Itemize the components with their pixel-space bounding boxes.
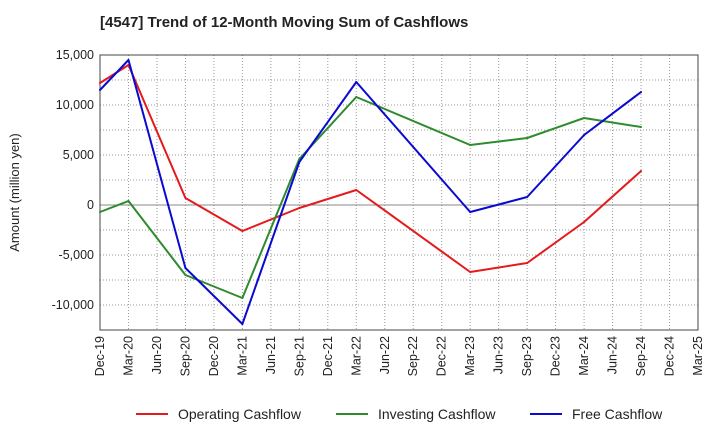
legend-label: Operating Cashflow — [178, 406, 302, 422]
y-axis-title: Amount (million yen) — [7, 133, 22, 252]
x-tick-label: Dec-22 — [435, 336, 449, 376]
data-point — [640, 91, 643, 93]
data-point — [241, 230, 244, 232]
x-tick-label: Jun-21 — [264, 336, 278, 374]
x-tick-label: Jun-20 — [150, 336, 164, 374]
series-line-3 — [99, 59, 642, 325]
data-point — [583, 117, 586, 119]
x-tick-label: Sep-21 — [292, 336, 306, 376]
x-tick-label: Dec-24 — [663, 336, 677, 376]
data-point — [298, 207, 301, 209]
x-tick-label: Jun-23 — [492, 336, 506, 374]
x-tick-label: Mar-25 — [691, 336, 705, 376]
data-point — [469, 211, 472, 213]
data-point — [99, 211, 101, 213]
x-tick-label: Dec-23 — [549, 336, 563, 376]
x-tick-label: Dec-20 — [207, 336, 221, 376]
data-point — [241, 297, 244, 299]
data-point — [127, 59, 130, 61]
x-tick-label: Dec-21 — [321, 336, 335, 376]
data-point — [184, 267, 187, 269]
legend-label: Free Cashflow — [572, 406, 663, 422]
x-tick-label: Mar-21 — [235, 336, 249, 376]
y-tick-label: 10,000 — [56, 98, 94, 112]
x-tick-label: Mar-23 — [463, 336, 477, 376]
y-tick-label: 15,000 — [56, 48, 94, 62]
data-point — [184, 274, 187, 276]
data-point — [241, 323, 244, 325]
data-point — [640, 170, 643, 172]
plot-border — [99, 54, 699, 331]
y-tick-label: 5,000 — [63, 148, 94, 162]
y-tick-label: -10,000 — [52, 298, 94, 312]
x-tick-label: Sep-20 — [178, 336, 192, 376]
x-tick-label: Sep-23 — [520, 336, 534, 376]
legend-label: Investing Cashflow — [378, 406, 496, 422]
data-point — [355, 81, 358, 83]
x-tick-label: Dec-19 — [93, 336, 107, 376]
y-tick-label: 0 — [87, 198, 94, 212]
data-point — [355, 96, 358, 98]
x-tick-label: Sep-22 — [406, 336, 420, 376]
chart-title: [4547] Trend of 12-Month Moving Sum of C… — [100, 14, 469, 31]
y-tick-label: -5,000 — [59, 248, 94, 262]
x-tick-label: Jun-24 — [606, 336, 620, 374]
data-point — [526, 137, 529, 139]
data-point — [583, 221, 586, 223]
x-tick-label: Mar-22 — [349, 336, 363, 376]
x-tick-label: Jun-22 — [378, 336, 392, 374]
data-point — [526, 262, 529, 264]
data-point — [526, 196, 529, 198]
data-point — [99, 82, 101, 84]
x-tick-label: Mar-24 — [577, 336, 591, 376]
data-point — [469, 144, 472, 146]
data-point — [298, 158, 301, 160]
x-tick-label: Mar-20 — [121, 336, 135, 376]
data-point — [184, 197, 187, 199]
data-point — [99, 89, 101, 91]
data-point — [640, 126, 643, 128]
data-point — [583, 134, 586, 136]
series-line-2 — [99, 96, 642, 299]
plot-area — [100, 55, 698, 330]
data-point — [127, 200, 130, 202]
x-tick-label: Sep-24 — [634, 336, 648, 376]
series-line-1 — [99, 64, 642, 273]
data-point — [298, 161, 301, 163]
data-point — [469, 271, 472, 273]
data-point — [355, 189, 358, 191]
